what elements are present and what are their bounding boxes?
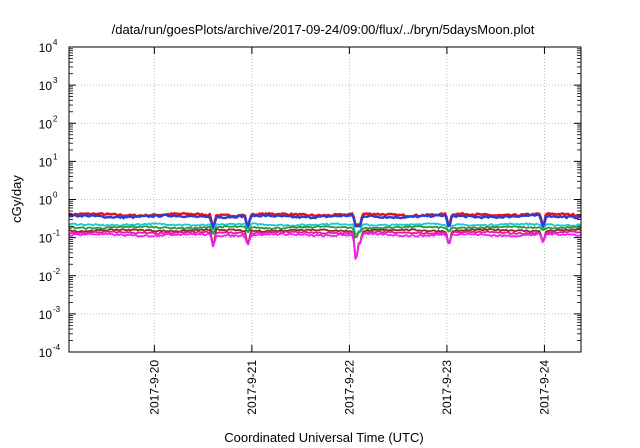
- series-line-2: [68, 213, 582, 230]
- y-tick-exponent: -3: [53, 305, 61, 314]
- y-tick-exponent: 1: [53, 152, 58, 161]
- y-tick-exponent: -4: [53, 343, 61, 352]
- grid: [69, 47, 581, 352]
- series-layer: [68, 211, 582, 260]
- series-line-4: [68, 225, 582, 239]
- series-line-5: [68, 228, 582, 259]
- y-tick-label: 10 3: [39, 76, 58, 93]
- y-tick-base: 10: [39, 117, 53, 131]
- y-tick-label: 10 -1: [39, 229, 61, 246]
- y-tick-exponent: 2: [53, 114, 58, 123]
- tick-layer: [69, 46, 581, 353]
- y-axis-label: cGy/day: [9, 175, 24, 223]
- x-tick-label: 2017-9-24: [537, 360, 551, 415]
- y-tick-label: 10 2: [39, 114, 58, 131]
- series-line-3: [68, 222, 581, 236]
- y-tick-exponent: 3: [53, 76, 58, 85]
- y-tick-exponent: 4: [53, 38, 58, 47]
- y-tick-base: 10: [39, 346, 53, 360]
- y-tick-base: 10: [39, 155, 53, 169]
- y-tick-base: 10: [39, 270, 53, 284]
- y-tick-label: 10 -3: [39, 305, 61, 322]
- chart-title: /data/run/goesPlots/archive/2017-09-24/0…: [112, 22, 535, 37]
- y-tick-label: 10 -4: [39, 343, 61, 360]
- y-tick-base: 10: [39, 308, 53, 322]
- x-tick-label: 2017-9-23: [440, 360, 454, 415]
- x-tick-label: 2017-9-21: [245, 360, 259, 415]
- y-tick-base: 10: [39, 232, 53, 246]
- x-tick-label: 2017-9-20: [147, 360, 161, 415]
- y-tick-label: 10 -2: [39, 267, 61, 284]
- x-tick-label: 2017-9-22: [342, 360, 356, 415]
- series-line-7: [68, 232, 582, 260]
- series-line-6: [68, 230, 582, 260]
- y-tick-base: 10: [39, 194, 53, 208]
- y-tick-base: 10: [39, 79, 53, 93]
- y-tick-label: 10 4: [39, 38, 58, 55]
- y-tick-exponent: -2: [53, 267, 61, 276]
- x-axis-label: Coordinated Universal Time (UTC): [224, 430, 423, 445]
- y-tick-label: 10 1: [39, 152, 58, 169]
- y-tick-label: 10 0: [39, 191, 58, 208]
- y-tick-exponent: -1: [53, 229, 61, 238]
- y-tick-exponent: 0: [53, 191, 58, 200]
- y-tick-base: 10: [39, 41, 53, 55]
